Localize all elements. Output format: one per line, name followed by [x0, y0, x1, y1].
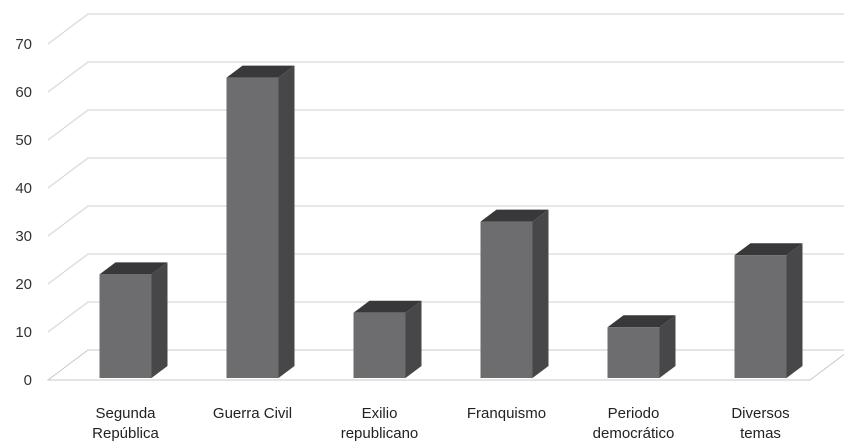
bars [99, 65, 803, 378]
grid-line [47, 109, 844, 141]
bar [607, 315, 676, 378]
bar-top-face [607, 315, 676, 328]
bar-side-face [151, 262, 168, 378]
bar-side-face [786, 243, 803, 378]
bar-front-face [353, 312, 406, 378]
x-category-label: Segunda República [92, 405, 159, 442]
bar-top-face [734, 243, 803, 256]
x-category-label: Periodo democrático [593, 405, 675, 442]
bar [99, 262, 168, 378]
bar-front-face [734, 255, 787, 378]
grid-line [47, 157, 844, 189]
y-tick-label: 0 [24, 372, 32, 389]
bar-side-face [659, 315, 676, 378]
y-tick-label: 40 [15, 180, 32, 197]
grid-line [47, 205, 844, 237]
bar [353, 300, 422, 378]
x-category-label: Diversos temas [731, 405, 789, 442]
x-axis-category-labels: Segunda República Guerra Civil Exilio republ… [92, 405, 790, 442]
bar-top-face [480, 209, 549, 222]
bar-side-face [405, 300, 422, 378]
grid-line [47, 13, 844, 45]
bar-top-face [353, 300, 422, 313]
bar [480, 209, 549, 378]
bar-front-face [480, 221, 533, 378]
grid-line [47, 61, 844, 93]
grid-lines [46, 13, 844, 381]
bar-top-face [226, 65, 295, 78]
bar [734, 243, 803, 378]
x-category-label: Franquismo [467, 405, 546, 422]
bar-top-face [99, 262, 168, 275]
y-axis-tick-labels: 0 10 20 30 40 50 60 70 [15, 36, 32, 389]
chart-floor [46, 349, 844, 381]
bar-front-face [607, 327, 660, 378]
grid-line [47, 301, 844, 333]
bar [226, 65, 295, 378]
bar-front-face [99, 274, 152, 378]
y-tick-label: 50 [15, 132, 32, 149]
bar-side-face [278, 65, 295, 378]
y-tick-label: 10 [15, 324, 32, 341]
grid-line [47, 253, 844, 285]
x-category-label: Guerra Civil [213, 405, 292, 422]
y-tick-label: 30 [15, 228, 32, 245]
y-tick-label: 60 [15, 84, 32, 101]
y-tick-label: 70 [15, 36, 32, 53]
bar-front-face [226, 77, 279, 378]
x-category-label: Exilio republicano [341, 405, 419, 442]
y-tick-label: 20 [15, 276, 32, 293]
bar-side-face [532, 209, 549, 378]
